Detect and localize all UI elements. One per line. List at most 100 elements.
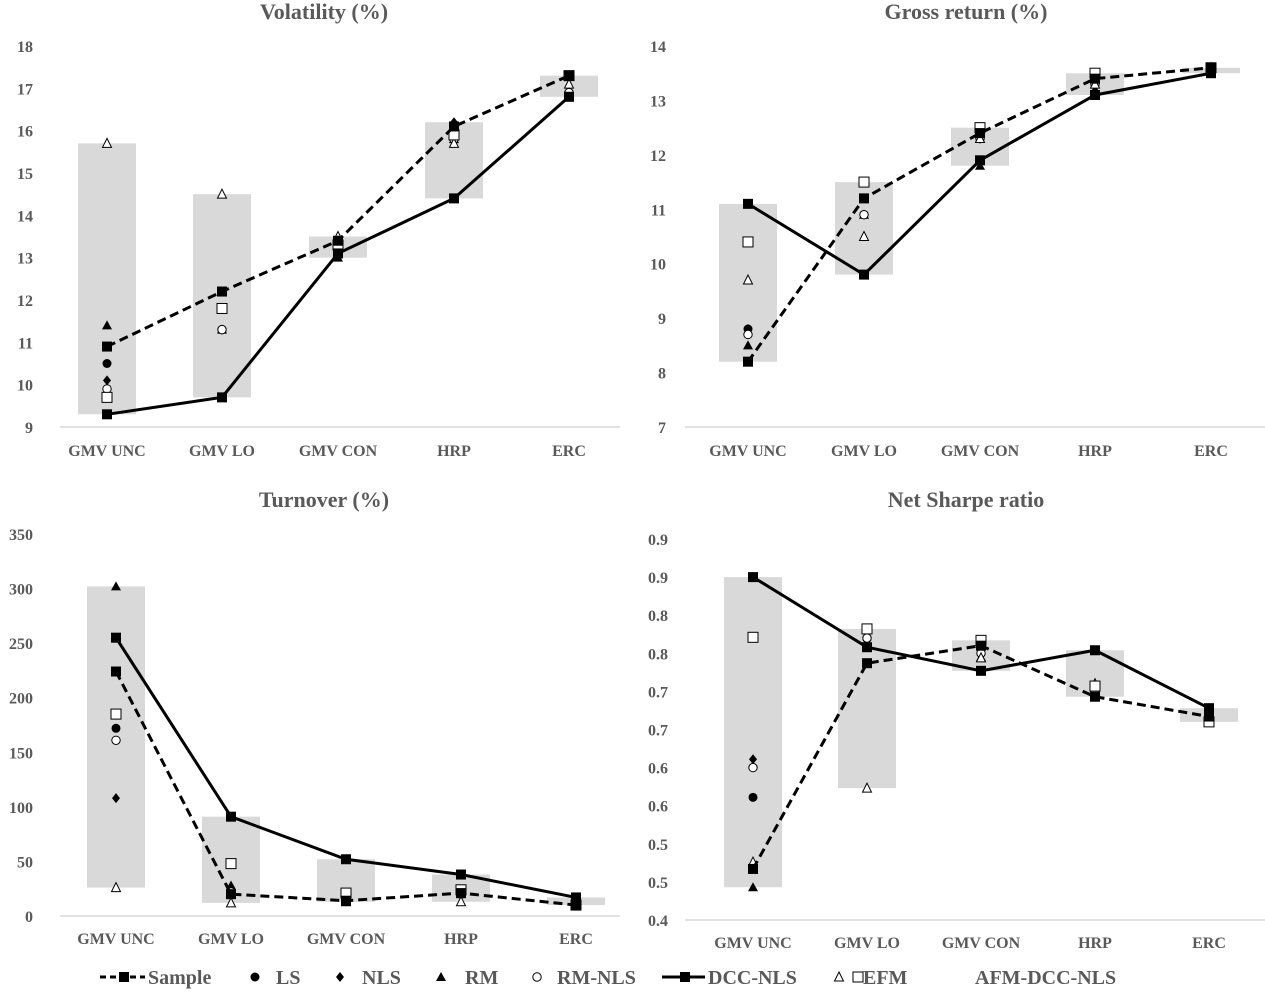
point-sample xyxy=(449,121,459,132)
x-tick-label: ERC xyxy=(552,443,586,460)
legend-item-afm-dcc-nls: AFM-DCC-NLS xyxy=(852,967,1116,989)
line-dcc-nls xyxy=(747,71,1212,277)
point-dcc-nls xyxy=(743,198,753,209)
x-tick-label: GMV LO xyxy=(834,935,900,952)
point-efm xyxy=(101,137,113,148)
chart-title: Net Sharpe ratio xyxy=(888,487,1044,512)
legend-marker xyxy=(119,972,129,982)
chart-panel-1: Gross return (%) 7 8 9 10 11 12 13 14 GMV UNC GMV … xyxy=(650,0,1265,460)
range-bar xyxy=(724,577,782,888)
legend-marker xyxy=(436,972,446,981)
y-tick-label: 50 xyxy=(17,854,33,871)
legend-item-efm: EFM xyxy=(833,967,908,989)
point-sample xyxy=(743,356,753,367)
x-tick-label: GMV UNC xyxy=(68,443,145,460)
point-sample xyxy=(456,888,466,899)
point-sample xyxy=(975,128,985,139)
legend-label: EFM xyxy=(863,967,908,989)
legend-item-sample: Sample xyxy=(100,967,211,989)
y-tick-label: 0.9 xyxy=(648,532,668,549)
chart-panel-3: Net Sharpe ratio 0.4 0.5 0.5 0.6 0.6 0.7 0.7 0.8… xyxy=(648,487,1265,952)
point-afm-dcc-nls xyxy=(110,708,122,720)
x-tick-label: ERC xyxy=(559,931,593,948)
x-tick-label: GMV LO xyxy=(189,443,255,460)
x-tick-label: GMV LO xyxy=(831,443,897,460)
chart-title: Turnover (%) xyxy=(259,487,389,512)
x-tick-label: GMV UNC xyxy=(77,931,154,948)
point-rm-nls xyxy=(111,735,121,745)
y-tick-label: 18 xyxy=(17,39,33,56)
y-tick-label: 0.8 xyxy=(648,646,668,663)
point-nls xyxy=(749,754,757,765)
point-sample xyxy=(102,341,112,352)
y-tick-label: 12 xyxy=(17,293,33,310)
legend-item-rm-nls: RM-NLS xyxy=(532,967,636,989)
x-tick-label: GMV LO xyxy=(198,931,264,948)
point-afm-dcc-nls xyxy=(747,631,759,643)
legend: Sample LS NLS RM RM-NLS DCC-NLS EFM AFM-DCC-NLS xyxy=(100,967,1116,989)
point-rm-nls xyxy=(743,329,753,340)
point-sample xyxy=(564,70,574,81)
point-efm xyxy=(448,137,460,148)
range-bar xyxy=(838,628,896,789)
range-bar xyxy=(78,143,136,415)
x-tick-label: GMV CON xyxy=(307,931,386,948)
point-dcc-nls xyxy=(1090,89,1100,100)
line-sample xyxy=(751,644,1210,870)
x-tick-label: HRP xyxy=(1078,935,1112,952)
point-efm xyxy=(455,895,467,907)
y-tick-label: 17 xyxy=(17,81,33,98)
chart-title: Gross return (%) xyxy=(885,0,1048,24)
legend-label: DCC-NLS xyxy=(708,967,797,989)
point-dcc-nls xyxy=(1206,68,1216,79)
chart-panel-2: Turnover (%) 0 50 100 150 200 250 300 350 GMV UNC… xyxy=(9,487,620,948)
line-sample xyxy=(106,74,570,348)
y-tick-label: 0.6 xyxy=(648,761,668,778)
point-sample xyxy=(217,286,227,297)
point-dcc-nls xyxy=(102,409,112,420)
y-tick-label: 11 xyxy=(651,202,666,219)
legend-item-dcc-nls: DCC-NLS xyxy=(662,967,797,989)
point-dcc-nls xyxy=(975,155,985,166)
legend-marker xyxy=(680,972,690,982)
x-tick-label: HRP xyxy=(437,443,471,460)
y-tick-label: 300 xyxy=(9,582,33,599)
point-dcc-nls xyxy=(341,854,351,865)
point-dcc-nls xyxy=(859,269,869,280)
point-afm-dcc-nls xyxy=(861,623,873,635)
point-dcc-nls xyxy=(217,392,227,403)
y-tick-label: 15 xyxy=(17,166,33,183)
y-tick-label: 350 xyxy=(9,527,33,544)
point-sample xyxy=(1204,711,1214,722)
point-rm-nls xyxy=(748,762,758,773)
x-tick-label: ERC xyxy=(1194,443,1228,460)
point-efm xyxy=(858,230,870,241)
legend-marker xyxy=(852,971,864,983)
point-dcc-nls xyxy=(862,642,872,653)
point-afm-dcc-nls xyxy=(1089,680,1101,692)
point-afm-dcc-nls xyxy=(216,302,228,314)
point-sample xyxy=(111,666,121,677)
y-tick-label: 11 xyxy=(18,335,33,352)
y-tick-label: 12 xyxy=(650,148,666,165)
point-sample xyxy=(859,193,869,204)
point-dcc-nls xyxy=(449,193,459,204)
point-rm xyxy=(748,882,758,892)
y-tick-label: 8 xyxy=(658,366,666,383)
y-tick-label: 10 xyxy=(650,257,666,274)
point-efm xyxy=(216,188,228,199)
point-afm-dcc-nls xyxy=(858,176,870,188)
point-afm-dcc-nls xyxy=(101,391,113,403)
point-nls xyxy=(112,793,120,804)
y-tick-label: 13 xyxy=(17,251,33,268)
y-tick-label: 0.7 xyxy=(648,684,668,701)
point-rm xyxy=(743,340,753,350)
x-tick-label: HRP xyxy=(1078,443,1112,460)
point-rm xyxy=(111,581,121,591)
y-tick-label: 0 xyxy=(25,909,33,926)
point-dcc-nls xyxy=(111,632,121,643)
point-dcc-nls xyxy=(976,665,986,676)
y-tick-label: 10 xyxy=(17,378,33,395)
point-sample xyxy=(862,658,872,669)
